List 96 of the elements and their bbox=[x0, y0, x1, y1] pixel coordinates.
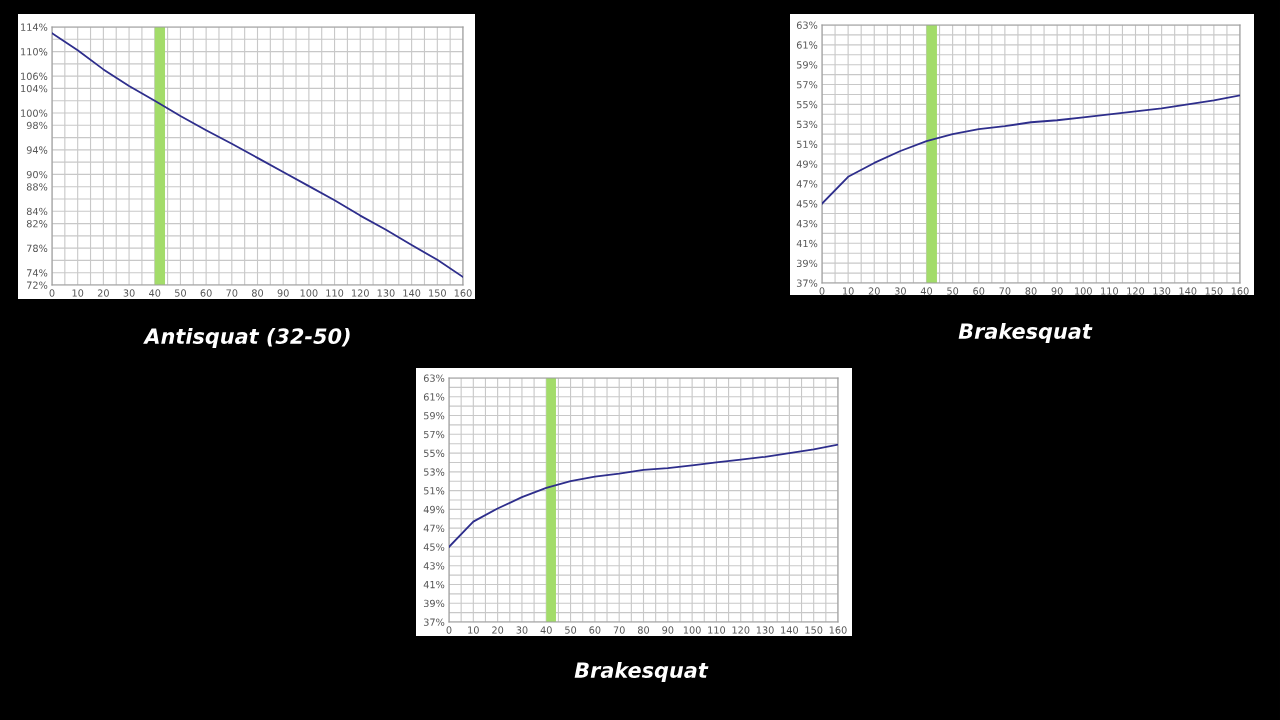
x-tick-label: 60 bbox=[589, 626, 601, 634]
x-tick-label: 100 bbox=[1075, 287, 1092, 295]
x-tick-label: 60 bbox=[200, 289, 212, 297]
y-tick-label: 49% bbox=[796, 160, 818, 168]
x-tick-label: 50 bbox=[947, 287, 959, 295]
x-tick-label: 160 bbox=[1231, 287, 1249, 295]
x-tick-label: 120 bbox=[1127, 287, 1145, 295]
x-tick-label: 70 bbox=[613, 626, 625, 634]
x-tick-label: 130 bbox=[377, 289, 395, 297]
x-tick-label: 90 bbox=[1051, 287, 1063, 295]
y-tick-label: 88% bbox=[26, 183, 48, 191]
y-tick-label: 39% bbox=[423, 599, 445, 608]
y-tick-label: 37% bbox=[796, 279, 818, 287]
y-tick-label: 41% bbox=[796, 239, 818, 248]
x-tick-label: 80 bbox=[1025, 287, 1037, 295]
x-tick-label: 0 bbox=[446, 626, 452, 634]
x-tick-label: 70 bbox=[999, 287, 1011, 295]
x-tick-label: 20 bbox=[868, 287, 880, 295]
x-tick-label: 120 bbox=[732, 626, 750, 634]
y-tick-label: 114% bbox=[21, 23, 48, 31]
y-tick-label: 59% bbox=[796, 61, 818, 69]
y-tick-label: 94% bbox=[26, 146, 48, 154]
y-tick-label: 45% bbox=[423, 543, 445, 551]
text: Antisquat (32-50) bbox=[143, 327, 350, 349]
x-tick-label: 20 bbox=[97, 289, 109, 297]
x-tick-label: 70 bbox=[226, 289, 238, 297]
x-tick-label: 90 bbox=[277, 289, 289, 297]
x-tick-label: 120 bbox=[352, 289, 369, 297]
x-tick-label: 10 bbox=[843, 287, 854, 295]
y-tick-label: 61% bbox=[423, 393, 445, 401]
x-tick-label: 30 bbox=[516, 626, 528, 634]
x-tick-label: 40 bbox=[149, 289, 161, 297]
y-tick-label: 37% bbox=[423, 618, 445, 626]
text: Brakesquat bbox=[574, 661, 709, 683]
y-tick-label: 45% bbox=[796, 200, 818, 208]
x-tick-label: 150 bbox=[1205, 287, 1223, 295]
x-tick-label: 50 bbox=[565, 626, 577, 634]
x-tick-label: 110 bbox=[326, 289, 344, 297]
y-tick-label: 59% bbox=[423, 412, 445, 420]
y-tick-label: 84% bbox=[26, 207, 48, 216]
y-tick-label: 106% bbox=[21, 72, 48, 80]
y-tick-label: 82% bbox=[26, 220, 48, 228]
y-tick-label: 55% bbox=[423, 449, 445, 457]
x-tick-label: 90 bbox=[662, 626, 674, 634]
x-tick-label: 10 bbox=[72, 289, 84, 297]
x-tick-label: 140 bbox=[403, 289, 421, 297]
y-tick-label: 78% bbox=[27, 244, 48, 252]
y-tick-label: 53% bbox=[423, 468, 445, 476]
y-tick-label: 90% bbox=[26, 170, 48, 179]
x-tick-label: 20 bbox=[492, 626, 504, 634]
y-tick-label: 74% bbox=[27, 269, 48, 277]
x-tick-label: 110 bbox=[708, 626, 726, 634]
x-tick-label: 30 bbox=[123, 289, 135, 297]
y-tick-label: 43% bbox=[423, 562, 445, 570]
x-tick-label: 160 bbox=[454, 289, 472, 297]
x-tick-label: 140 bbox=[781, 626, 799, 634]
y-tick-label: 43% bbox=[796, 219, 818, 228]
y-tick-label: 47% bbox=[423, 524, 445, 532]
x-tick-label: 60 bbox=[973, 287, 985, 295]
y-tick-label: 61% bbox=[796, 41, 818, 49]
y-tick-label: 49% bbox=[423, 505, 445, 514]
x-tick-label: 80 bbox=[637, 626, 650, 634]
x-tick-label: 100 bbox=[683, 626, 701, 634]
y-tick-label: 41% bbox=[423, 580, 445, 589]
x-tick-label: 130 bbox=[1153, 287, 1171, 295]
y-tick-label: 51% bbox=[423, 487, 445, 495]
x-tick-label: 150 bbox=[429, 289, 446, 297]
y-tick-label: 47% bbox=[796, 180, 818, 188]
y-tick-label: 110% bbox=[21, 48, 48, 56]
x-tick-label: 40 bbox=[540, 626, 552, 634]
x-tick-label: 40 bbox=[920, 287, 933, 295]
x-tick-label: 150 bbox=[805, 626, 823, 634]
y-tick-label: 55% bbox=[796, 100, 818, 109]
y-tick-label: 39% bbox=[796, 259, 818, 267]
x-tick-label: 80 bbox=[251, 289, 264, 297]
x-tick-label: 100 bbox=[300, 289, 318, 297]
x-tick-label: 30 bbox=[894, 287, 906, 295]
x-tick-label: 50 bbox=[175, 289, 186, 297]
y-tick-label: 100% bbox=[21, 109, 48, 117]
x-tick-label: 0 bbox=[49, 289, 55, 297]
y-tick-label: 53% bbox=[796, 120, 818, 129]
y-tick-label: 57% bbox=[796, 81, 818, 89]
x-tick-label: 10 bbox=[468, 626, 479, 634]
y-tick-label: 63% bbox=[423, 374, 445, 382]
x-tick-label: 160 bbox=[829, 626, 847, 634]
text: Brakesquat bbox=[958, 322, 1093, 344]
x-tick-label: 140 bbox=[1179, 287, 1197, 295]
y-tick-label: 98% bbox=[26, 121, 48, 130]
x-tick-label: 0 bbox=[819, 287, 825, 295]
y-tick-label: 51% bbox=[796, 140, 818, 148]
x-tick-label: 130 bbox=[756, 626, 774, 634]
y-tick-label: 72% bbox=[27, 281, 48, 289]
y-tick-label: 63% bbox=[796, 21, 818, 29]
y-tick-label: 57% bbox=[423, 430, 445, 439]
y-tick-label: 104% bbox=[21, 84, 48, 93]
x-tick-label: 110 bbox=[1101, 287, 1119, 295]
